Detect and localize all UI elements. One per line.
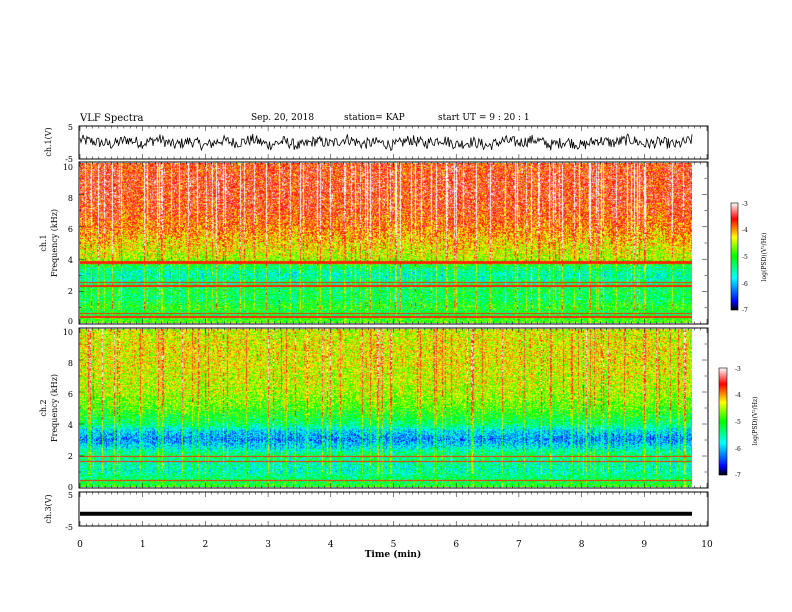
ch1-waveform-ylabel: ch.1(V) (44, 127, 53, 156)
ch1-spec-ytick-10: 10 (63, 163, 73, 172)
ch3-ytick-top: 5 (68, 491, 73, 500)
ch2-spec-ytick-4: 4 (68, 421, 73, 430)
ch1-spec-ytick-6: 6 (68, 225, 73, 234)
ch1-spec-ytick-2: 2 (68, 287, 73, 296)
time-axis: 0 1 2 3 4 5 6 7 8 9 10 (77, 126, 713, 550)
ch2-colorbar-label: log(PSD)(V²/Hz) (752, 397, 759, 446)
ch3-ytick-bottom: -5 (65, 523, 73, 532)
time-tick-label: 6 (453, 540, 459, 550)
time-tick-label: 4 (328, 540, 334, 550)
ch1-waveform-panel: 5 -5 ch.1(V) (44, 123, 709, 164)
time-tick-label: 0 (77, 540, 83, 550)
time-tick-label: 7 (516, 540, 522, 550)
ch2-spec-ytick-6: 6 (68, 390, 73, 399)
ch1-spec-ytick-0: 0 (68, 317, 73, 326)
time-tick-label: 10 (701, 540, 713, 550)
ch1-spec-ylabel: Frequency (kHz) (50, 209, 59, 277)
ch1-colorbar-tick: -4 (742, 227, 748, 234)
ch2-spectrogram-panel: 0 2 4 6 8 10 ch.2 Frequency (kHz) (39, 327, 709, 492)
ch1-colorbar-tick: -6 (742, 281, 748, 288)
ch1-colorbar-tick: -3 (742, 201, 748, 208)
ch2-spectrogram-image (80, 329, 692, 487)
ch2-spec-ytick-10: 10 (63, 328, 73, 337)
ch2-spec-ytick-0: 0 (68, 483, 73, 492)
ch1-ytick-bottom: -5 (65, 155, 73, 164)
station-label: station= KAP (344, 113, 405, 123)
ch2-colorbar: -3 -4 -5 -6 -7 log(PSD)(V²/Hz) (718, 366, 759, 479)
ch2-colorbar-tick: -4 (735, 392, 741, 399)
start-time-label: start UT = 9 : 20 : 1 (438, 113, 530, 123)
time-axis-label: Time (min) (365, 549, 422, 560)
plot-title: VLF Spectra (80, 113, 144, 124)
ch2-spec-ylabel-channel: ch.2 (39, 399, 48, 416)
ch1-ytick-top: 5 (68, 123, 73, 132)
ch1-spec-ytick-8: 8 (68, 194, 73, 203)
ch1-spec-ylabel-channel: ch.1 (39, 234, 48, 251)
time-tick-label: 3 (265, 540, 271, 550)
ch2-colorbar-tick: -6 (735, 446, 741, 453)
ch3-waveform-ylabel: ch.3(V) (44, 494, 53, 523)
ch1-colorbar-tick: -7 (742, 307, 748, 314)
ch2-colorbar-tick: -5 (735, 419, 741, 426)
ch1-colorbar: -3 -4 -5 -6 -7 log(PSD)(V²/Hz) (730, 201, 768, 314)
time-tick-label: 8 (579, 540, 585, 550)
ch1-colorbar-label: log(PSD)(V²/Hz) (761, 233, 768, 282)
ch1-colorbar-tick: -5 (742, 254, 748, 261)
ch3-waveform-panel: 5 -5 ch.3(V) (44, 491, 709, 532)
ch1-spectrogram-panel: 0 2 4 6 8 10 ch.1 Frequency (kHz) (39, 161, 709, 326)
time-tick-label: 2 (203, 540, 209, 550)
ch2-colorbar-tick: -7 (735, 472, 741, 479)
date-label: Sep. 20, 2018 (251, 113, 315, 123)
time-tick-label: 9 (641, 540, 647, 550)
time-tick-label: 1 (140, 540, 146, 550)
ch2-spec-ytick-2: 2 (68, 452, 73, 461)
ch2-spec-ylabel: Frequency (kHz) (50, 374, 59, 442)
ch1-spec-ytick-4: 4 (68, 256, 73, 265)
time-tick-label: 5 (391, 540, 397, 550)
ch2-colorbar-tick: -3 (735, 366, 741, 373)
ch1-waveform-line (79, 133, 693, 152)
ch1-spectrogram-image (80, 163, 692, 323)
ch2-spec-ytick-8: 8 (68, 359, 73, 368)
